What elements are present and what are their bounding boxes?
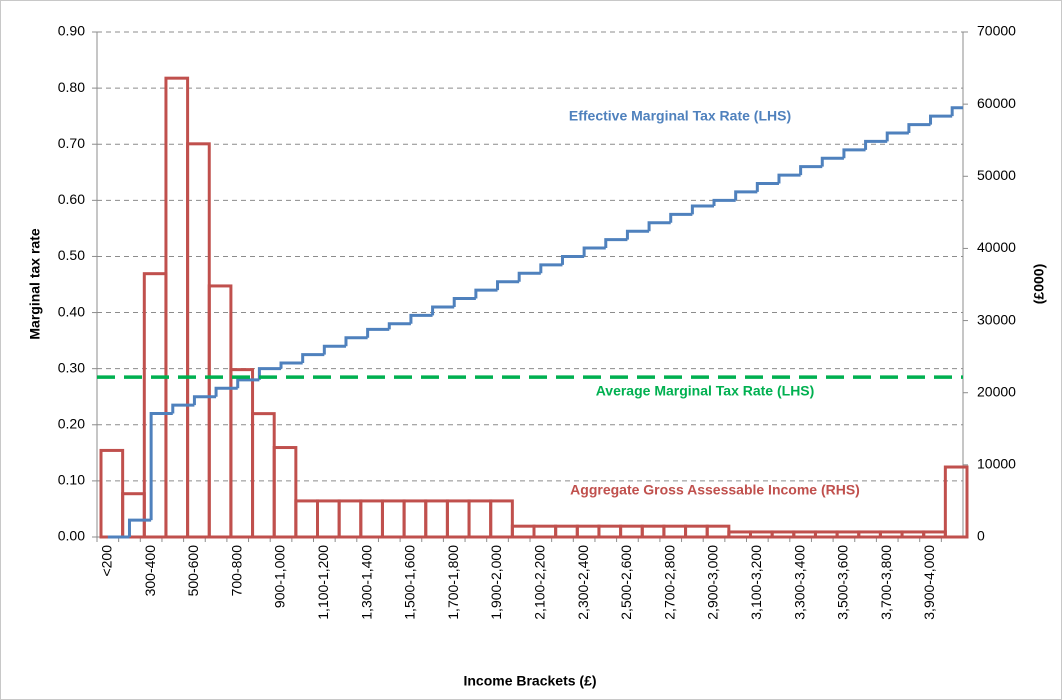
step-line [474, 288, 498, 299]
bar [489, 499, 514, 539]
step-line [820, 156, 844, 167]
step-line [431, 305, 455, 316]
x-tick-label: 3,900-4,000 [921, 545, 937, 620]
step-line [496, 280, 520, 291]
step-line [864, 139, 888, 150]
y2-tick-label: 10000 [977, 456, 1016, 472]
step-line [712, 198, 736, 206]
step-line [560, 254, 585, 265]
x-tick-label: 700-800 [228, 545, 244, 597]
x-tick-label: 2,700-2,800 [661, 545, 677, 620]
x-tick-label: 3,700-3,800 [878, 545, 894, 620]
x-tick-label: 1,300-1,400 [358, 545, 374, 620]
y2-tick-label: 0 [977, 528, 985, 544]
y2-axis-title: (£000) [1031, 264, 1047, 304]
y-tick-label: 0.50 [58, 247, 85, 263]
y2-tick-label: 30000 [977, 311, 1016, 327]
x-tick-label: 1,500-1,600 [402, 545, 418, 620]
x-tick-label: <200 [99, 545, 115, 577]
x-tick-label: 3,300-3,400 [791, 545, 807, 620]
y-tick-label: 0.80 [58, 79, 85, 95]
y-tick-label: 0.00 [58, 528, 85, 544]
y2-tick-label: 20000 [977, 383, 1016, 399]
step-line [625, 229, 650, 240]
y2-tick-label: 50000 [977, 167, 1016, 183]
step-line [929, 114, 953, 125]
x-tick-label: 1,100-1,200 [315, 545, 331, 620]
step-line [734, 190, 758, 201]
step-line [127, 518, 152, 537]
step-line [755, 182, 779, 192]
x-tick-label: 3,500-3,600 [835, 545, 851, 620]
step-line [799, 165, 823, 176]
x-tick-label: 1,900-2,000 [488, 545, 504, 620]
step-line [214, 386, 238, 397]
step-line [409, 313, 433, 324]
step-line [279, 361, 303, 369]
x-tick-label: 500-600 [185, 545, 201, 597]
series-label: Effective Marginal Tax Rate (LHS) [569, 108, 791, 124]
step-line [842, 148, 866, 159]
x-tick-label: 1,700-1,800 [445, 545, 461, 620]
x-tick-label: 2,900-3,000 [705, 545, 721, 620]
y2-tick-label: 40000 [977, 239, 1016, 255]
series-label: Aggregate Gross Assessable Income (RHS) [570, 482, 860, 498]
x-tick-label: 2,300-2,400 [575, 545, 591, 620]
step-line [366, 327, 390, 338]
step-line [690, 204, 715, 215]
step-line [236, 378, 260, 389]
step-line [777, 173, 801, 184]
step-line [582, 246, 606, 257]
step-line [452, 297, 476, 307]
y-tick-label: 0.60 [58, 191, 85, 207]
x-tick-label: 2,100-2,200 [532, 545, 548, 620]
step-line [669, 212, 693, 223]
y-tick-label: 0.40 [58, 303, 85, 319]
y-tick-label: 0.10 [58, 472, 85, 488]
y-tick-label: 0.70 [58, 135, 85, 151]
step-line [517, 271, 541, 282]
step-line [950, 106, 963, 117]
step-line [192, 395, 217, 406]
step-line [344, 336, 368, 347]
y-tick-label: 0.90 [58, 23, 85, 39]
x-tick-label: 300-400 [142, 545, 158, 597]
step-line [647, 221, 671, 232]
y-tick-label: 0.30 [58, 359, 85, 375]
x-tick-label: 900-1,000 [272, 545, 288, 608]
step-line [322, 344, 346, 355]
step-line [171, 403, 195, 414]
y2-tick-label: 60000 [977, 95, 1016, 111]
step-line [387, 322, 411, 330]
x-axis-title: Income Brackets (£) [463, 673, 596, 689]
y2-tick-label: 70000 [977, 23, 1016, 39]
x-tick-label: 2,500-2,600 [618, 545, 634, 620]
x-tick-label: 3,100-3,200 [748, 545, 764, 620]
step-line [149, 412, 173, 521]
step-line [885, 131, 909, 142]
step-line [539, 263, 563, 274]
step-line [907, 123, 931, 133]
bar [272, 446, 298, 539]
bar [943, 465, 969, 539]
step-line [301, 353, 325, 364]
y-tick-label: 0.20 [58, 415, 85, 431]
y-axis-title: Marginal tax rate [27, 228, 43, 339]
step-line [604, 238, 628, 249]
series-label: Average Marginal Tax Rate (LHS) [596, 383, 815, 399]
